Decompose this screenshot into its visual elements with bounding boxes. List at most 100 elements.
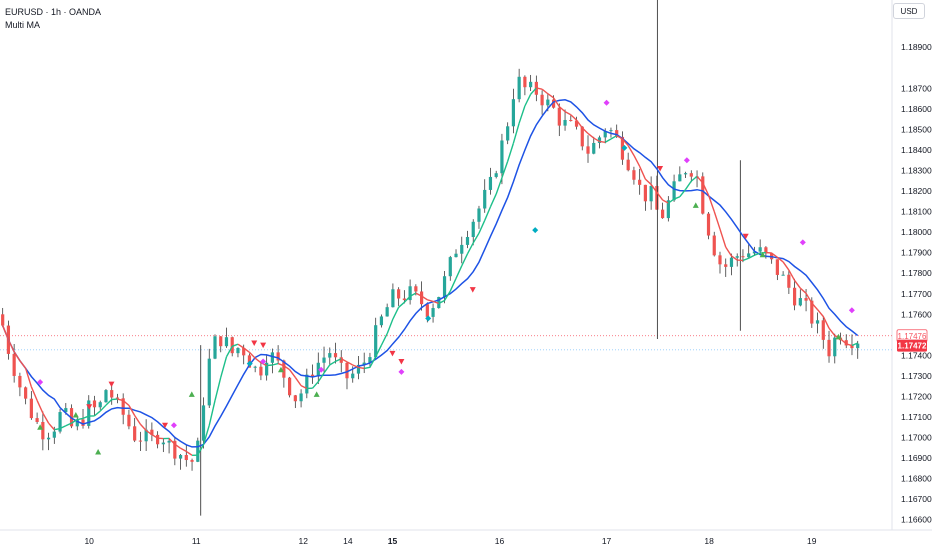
- ma-fast-segment: [243, 347, 250, 353]
- ma-fast-segment: [443, 290, 451, 301]
- ma-fast-segment: [358, 366, 365, 370]
- candle-body: [551, 99, 556, 108]
- ma-fast-segment: [564, 111, 572, 116]
- ma-fast-segment: [294, 377, 302, 387]
- candle-body: [655, 186, 659, 210]
- bearish-signal-marker: [108, 381, 115, 388]
- candle-body: [104, 390, 108, 403]
- ma-fast-segment: [541, 88, 549, 95]
- bullish-signal-marker: [692, 202, 699, 208]
- y-tick-label: 1.16900: [901, 453, 932, 463]
- candle-body: [178, 455, 183, 459]
- candle-body: [75, 419, 79, 427]
- y-tick-label: 1.18600: [901, 104, 932, 114]
- ma-fast-segment: [432, 300, 440, 305]
- ma-fast-segment: [283, 365, 291, 371]
- ma-fast-segment: [225, 345, 233, 358]
- candle-body: [46, 437, 51, 440]
- candle-body: [276, 352, 280, 361]
- candle-body: [597, 137, 602, 143]
- bearish-signal-marker: [260, 342, 267, 349]
- ma-fast-segment: [346, 361, 354, 366]
- ma-fast-segment: [506, 143, 515, 162]
- ma-fast-segment: [403, 295, 411, 303]
- ma-fast-segment: [24, 368, 33, 387]
- ma-fast-segment: [811, 302, 819, 311]
- candle-body: [500, 140, 504, 174]
- ma-fast-segment: [392, 307, 400, 320]
- x-tick-label: 18: [704, 536, 714, 546]
- y-tick-label: 1.17000: [901, 433, 932, 443]
- candle-body: [150, 429, 154, 435]
- y-tick-label: 1.17300: [901, 371, 932, 381]
- candle-body: [288, 377, 292, 396]
- bearish-signal-marker: [398, 359, 405, 365]
- candle-body: [718, 255, 722, 265]
- candle-body: [64, 408, 68, 413]
- candle-body: [316, 362, 320, 377]
- y-tick-label: 1.18700: [901, 83, 932, 93]
- indicator-label[interactable]: Multi MA: [5, 20, 41, 30]
- ma-fast-segment: [449, 278, 457, 292]
- diamond-marker: [621, 144, 628, 151]
- ma-fast-segment: [547, 93, 554, 99]
- ma-fast-segment: [208, 400, 216, 426]
- ma-fast-segment: [846, 343, 853, 347]
- ma-fast-segment: [312, 381, 319, 389]
- ma-fast-segment: [799, 287, 807, 294]
- ma-fast-segment: [633, 155, 641, 167]
- ma-fast-segment: [105, 399, 113, 406]
- y-tick-label: 1.16600: [901, 515, 932, 525]
- y-tick-label: 1.17100: [901, 412, 932, 422]
- candle-body: [385, 307, 389, 317]
- ma-fast-segment: [220, 356, 228, 378]
- candle-body: [207, 358, 211, 406]
- ma-fast-segment: [340, 358, 348, 363]
- candle-body: [201, 405, 206, 441]
- ma-fast-segment: [650, 184, 658, 193]
- diamond-marker: [603, 99, 610, 106]
- candle-body: [752, 251, 757, 254]
- ma-fast-segment: [455, 265, 463, 279]
- ma-fast-segment: [512, 123, 520, 144]
- x-tick-label: 17: [602, 536, 612, 546]
- candle-body: [815, 320, 820, 324]
- candle-body: [821, 320, 825, 340]
- candle-body: [804, 298, 808, 301]
- candle-body: [374, 325, 378, 358]
- ma-fast-segment: [214, 377, 222, 401]
- candle-body: [156, 434, 160, 445]
- candle-body: [161, 442, 165, 445]
- symbol-title[interactable]: EURUSD · 1h · OANDA: [5, 7, 102, 17]
- ma-fast-segment: [145, 429, 153, 436]
- y-tick-label: 1.18200: [901, 186, 932, 196]
- ma-fast-segment: [427, 299, 434, 303]
- y-tick-label: 1.18300: [901, 166, 932, 176]
- candle-body: [724, 264, 728, 267]
- ma-fast-segment: [822, 316, 830, 329]
- candle-body: [574, 120, 579, 127]
- ma-fast-segment: [472, 232, 480, 244]
- candle-body: [643, 184, 647, 202]
- bullish-signal-marker: [188, 391, 195, 397]
- bullish-signal-marker: [37, 424, 44, 430]
- candle-body: [506, 126, 510, 141]
- candle-body: [259, 366, 263, 376]
- ma-fast-segment: [386, 318, 394, 334]
- currency-button[interactable]: USD: [893, 3, 925, 19]
- ma-fast-segment: [421, 295, 428, 301]
- ma-fast-segment: [495, 177, 503, 195]
- candle-body: [18, 375, 22, 388]
- ma-fast-segment: [335, 358, 342, 363]
- candle-body: [775, 259, 779, 275]
- ma-fast-segment: [719, 228, 727, 248]
- ma-fast-segment: [99, 404, 107, 412]
- ma-fast-segment: [552, 97, 560, 107]
- candle-body: [270, 352, 274, 363]
- candle-body: [230, 337, 234, 354]
- candle-body: [632, 170, 636, 180]
- y-tick-label: 1.17700: [901, 289, 932, 299]
- candle-body: [196, 440, 200, 462]
- candle-body: [425, 304, 429, 317]
